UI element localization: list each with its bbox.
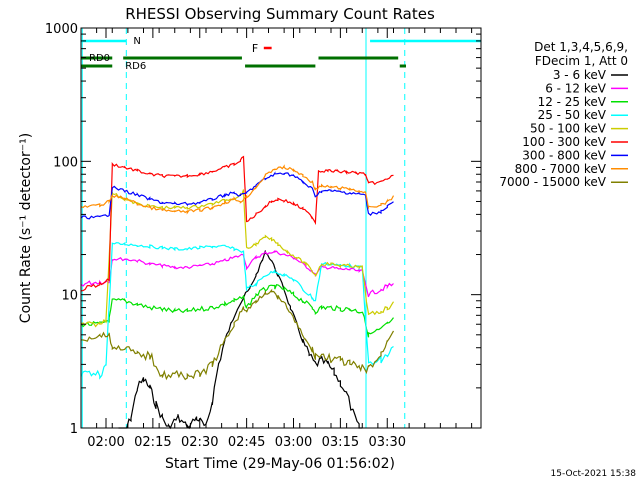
rd0-label: RD0	[89, 53, 110, 64]
x-axis-label: Start Time (29-May-06 01:56:02)	[165, 456, 395, 472]
legend-label-8: 7000 - 15000 keV	[499, 175, 606, 189]
y-tick-label-3: 1000	[45, 22, 78, 37]
chart-title: RHESSI Observing Summary Count Rates	[125, 5, 435, 23]
legend-label-0: 3 - 6 keV	[553, 68, 607, 82]
y-tick-label-1: 10	[61, 289, 78, 304]
series-line-0	[118, 250, 363, 430]
night-label: N	[133, 36, 140, 47]
plot-frame	[80, 27, 482, 429]
legend-label-6: 300 - 800 keV	[522, 148, 606, 162]
series-line-2	[80, 283, 394, 338]
legend-header-1: Det 1,3,4,5,6,9,	[534, 40, 628, 54]
series-line-5	[80, 155, 394, 292]
x-tick-label-0: 02:00	[87, 435, 124, 450]
legend-label-1: 6 - 12 keV	[545, 81, 607, 95]
series-line-1	[80, 249, 394, 298]
legend-label-2: 12 - 25 keV	[538, 95, 607, 109]
rd6-label: RD6	[125, 61, 146, 72]
y-axis-label: Count Rate (s⁻¹ detector⁻¹)	[18, 133, 34, 323]
legend-label-4: 50 - 100 keV	[530, 122, 607, 136]
flare-label: F	[252, 42, 258, 55]
legend-label-3: 25 - 50 keV	[538, 108, 607, 122]
x-tick-label-1: 02:15	[134, 435, 171, 450]
legend: Det 1,3,4,5,6,9, FDecim 1, Att 0 3 - 6 k…	[499, 40, 628, 189]
legend-label-7: 800 - 7000 keV	[515, 162, 607, 176]
x-tick-label-2: 02:30	[181, 435, 218, 450]
series-line-6	[80, 171, 394, 220]
y-tick-label-2: 100	[53, 155, 78, 170]
series-line-8	[80, 288, 395, 381]
x-tick-label-6: 03:30	[369, 435, 406, 450]
y-tick-label-0: 1	[70, 422, 78, 437]
series-line-4	[80, 189, 395, 328]
series-line-7	[80, 164, 395, 215]
x-tick-label-5: 03:15	[322, 435, 359, 450]
x-tick-label-3: 02:45	[228, 435, 265, 450]
legend-label-5: 100 - 300 keV	[522, 135, 606, 149]
x-tick-label-4: 03:00	[275, 435, 312, 450]
timestamp: 15-Oct-2021 15:38	[551, 469, 637, 479]
legend-header-2: FDecim 1, Att 0	[535, 54, 628, 68]
